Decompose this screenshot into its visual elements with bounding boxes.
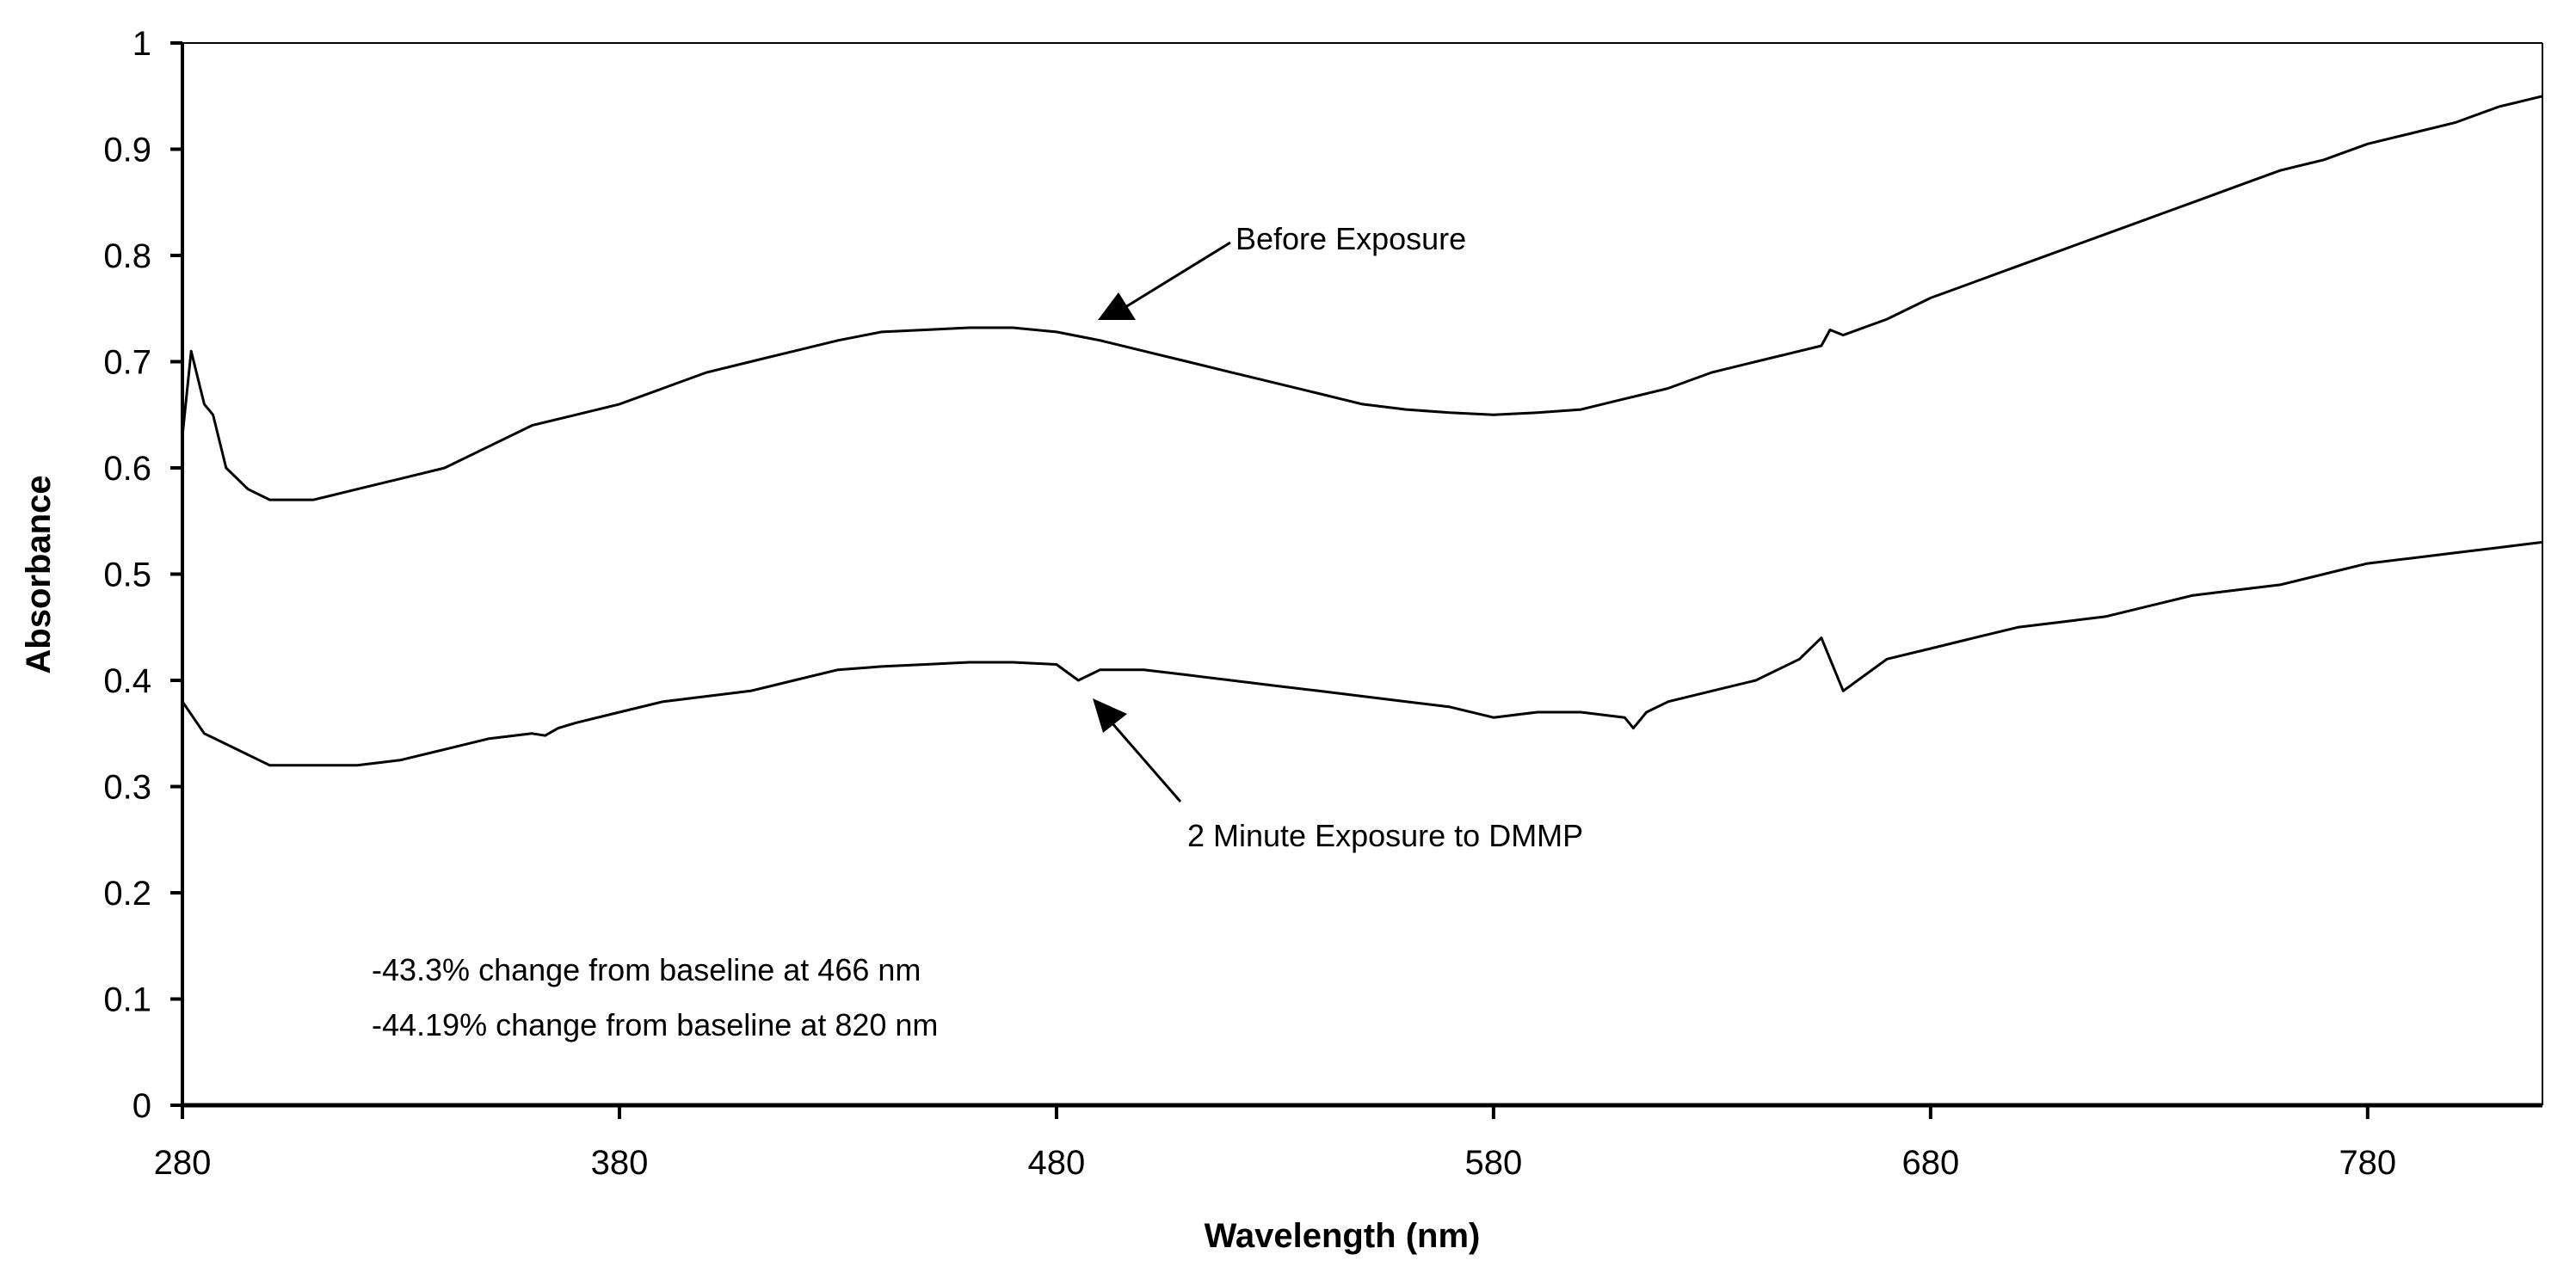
y-axis-title: Absorbance [20, 475, 58, 673]
x-axis-ticks: 280 380 480 580 680 780 [154, 1105, 2396, 1182]
change-note-466: -43.3% change from baseline at 466 nm [372, 952, 921, 987]
after-arrowhead-icon [1093, 698, 1127, 733]
y-tick-label: 0.7 [103, 344, 151, 382]
y-tick-label: 0 [132, 1087, 151, 1125]
x-tick-label: 780 [2339, 1144, 2396, 1182]
series-lines [181, 95, 2543, 767]
series-2-minute-exposure [181, 540, 2543, 767]
change-note-820: -44.19% change from baseline at 820 nm [372, 1007, 938, 1042]
before-arrow-line [1118, 241, 1231, 313]
after-exposure-annotation: 2 Minute Exposure to DMMP [1093, 698, 1583, 853]
y-tick-label: 0.6 [103, 450, 151, 488]
x-axis-title: Wavelength (nm) [1205, 1217, 1481, 1255]
y-tick-label: 0.3 [103, 769, 151, 807]
y-axis-ticks: 0 0.1 0.2 0.3 0.4 0.5 0.6 0.7 0.8 0.9 1 [103, 25, 182, 1125]
y-tick-label: 0.2 [103, 875, 151, 913]
y-tick-label: 0.1 [103, 981, 151, 1019]
y-tick-label: 0.4 [103, 662, 151, 700]
x-tick-label: 480 [1028, 1144, 1086, 1182]
before-arrowhead-icon [1098, 292, 1136, 320]
x-tick-label: 280 [154, 1144, 212, 1182]
before-exposure-label: Before Exposure [1236, 221, 1466, 256]
y-tick-label: 1 [132, 25, 151, 63]
x-tick-label: 380 [591, 1144, 649, 1182]
x-tick-label: 680 [1901, 1144, 1959, 1182]
before-exposure-annotation: Before Exposure [1098, 221, 1466, 320]
y-tick-label: 0.5 [103, 556, 151, 594]
after-arrow-line [1104, 715, 1182, 802]
after-exposure-label: 2 Minute Exposure to DMMP [1187, 818, 1583, 853]
x-tick-label: 580 [1465, 1144, 1523, 1182]
y-tick-label: 0.8 [103, 237, 151, 275]
series-before-exposure [181, 95, 2543, 501]
y-tick-label: 0.9 [103, 132, 151, 169]
